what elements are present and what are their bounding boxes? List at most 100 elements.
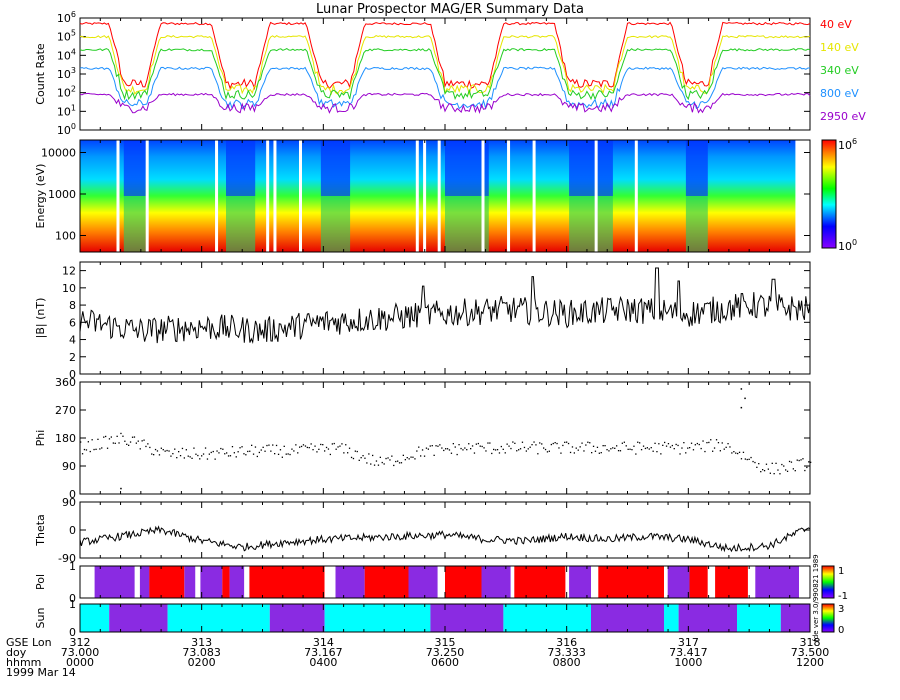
phi-point [279, 449, 282, 451]
x-tick-label-doy-1: 73.083 [182, 646, 221, 659]
phi-point [370, 463, 372, 465]
phi-point [185, 449, 187, 451]
phi-point [496, 449, 499, 451]
phi-point [385, 457, 387, 460]
polarity-segment-28 [707, 566, 716, 598]
phi-point [379, 456, 381, 458]
spectrogram-wake-2 [320, 140, 351, 196]
phi-point [802, 458, 804, 460]
phi-point [135, 442, 137, 444]
phi-point [187, 455, 189, 457]
phi-point [552, 442, 554, 445]
x-tick-label-doy-0: 73.000 [61, 646, 100, 659]
spectrogram-gap-12 [594, 140, 598, 252]
y-axis-label-7: Sun [34, 608, 47, 629]
phi-point [754, 461, 756, 464]
polarity-segment-15 [408, 566, 438, 598]
spectrogram-gap-7 [423, 140, 427, 252]
phi-point [348, 447, 351, 449]
phi-point [274, 453, 276, 455]
phi-point [343, 452, 345, 454]
phi-point [777, 469, 779, 471]
phi-point [406, 457, 408, 459]
phi-point [197, 454, 199, 457]
polarity-segment-29 [715, 566, 727, 598]
phi-point [633, 445, 635, 447]
phi-point [750, 456, 752, 459]
phi-point [527, 448, 529, 450]
phi-point [462, 449, 464, 451]
x-axis-row-label-2: hhmm [6, 656, 41, 669]
phi-point [773, 473, 775, 475]
y-tick-label-b_magnitude: 10 [62, 282, 76, 295]
phi-outlier-0 [120, 487, 122, 490]
phi-point [710, 439, 712, 441]
phi-point [354, 450, 356, 452]
phi-point [627, 448, 629, 450]
spectrogram-gap-10 [507, 140, 511, 252]
phi-point [537, 453, 539, 455]
phi-point [287, 453, 289, 455]
y-tick-label-energy: 1000 [48, 188, 76, 201]
phi-point [189, 456, 191, 458]
x-tick-label-lon-0: 312 [70, 636, 91, 649]
phi-point [202, 453, 205, 455]
phi-point [746, 458, 748, 461]
phi-point [525, 450, 527, 452]
phi-point [702, 440, 704, 442]
phi-point [687, 447, 689, 449]
phi-point [493, 448, 495, 451]
phi-point [466, 449, 468, 451]
phi-point [93, 448, 95, 451]
y-tick-label-count-rate: 103 [57, 66, 76, 81]
phi-point [454, 446, 456, 448]
phi-point [322, 444, 324, 446]
phi-point [226, 452, 228, 454]
colorbar-max-label: 106 [838, 137, 857, 152]
polarity-segment-13 [335, 566, 365, 598]
phi-point [105, 435, 107, 438]
phi-point [312, 449, 314, 451]
phi-point [665, 445, 668, 447]
phi-point [420, 455, 422, 457]
phi-point [725, 446, 727, 448]
phi-point [214, 458, 216, 460]
sun-colorbar [821, 603, 835, 633]
phi-point [206, 458, 209, 460]
phi-point [519, 448, 522, 450]
phi-point [306, 446, 308, 449]
sun-segment-8 [664, 604, 679, 632]
phi-point [333, 442, 335, 445]
phi-point [260, 449, 262, 451]
phi-point [373, 464, 376, 466]
y-tick-label-polarity: 1 [69, 560, 76, 573]
phi-point [640, 449, 643, 451]
sun-segment-1 [109, 604, 168, 632]
phi-point [395, 460, 397, 463]
phi-point [452, 443, 454, 445]
phi-point [792, 468, 794, 470]
phi-point [713, 447, 716, 449]
phi-point [247, 450, 249, 453]
y-axis-label-1: Count Rate [34, 43, 47, 105]
phi-point [591, 452, 593, 454]
phi-point [783, 465, 785, 467]
y-tick-label-b_magnitude: 4 [69, 334, 76, 347]
phi-point [446, 448, 449, 450]
phi-point [548, 450, 550, 452]
polarity-segment-3 [139, 566, 150, 598]
phi-point [514, 442, 516, 444]
phi-point [458, 444, 460, 446]
phi-point [460, 447, 462, 450]
phi-point [101, 447, 103, 449]
polarity-segment-27 [689, 566, 708, 598]
spectrogram-wake-low-2 [320, 196, 351, 252]
phi-point [445, 448, 447, 450]
phi-point [295, 444, 297, 446]
spectrogram-gap-4 [273, 140, 277, 252]
sun-segment-10 [737, 604, 781, 632]
y-tick-label-sun: 0 [69, 626, 76, 639]
x-tick-label-hhmm-0: 0000 [66, 656, 94, 669]
phi-point [566, 441, 568, 443]
